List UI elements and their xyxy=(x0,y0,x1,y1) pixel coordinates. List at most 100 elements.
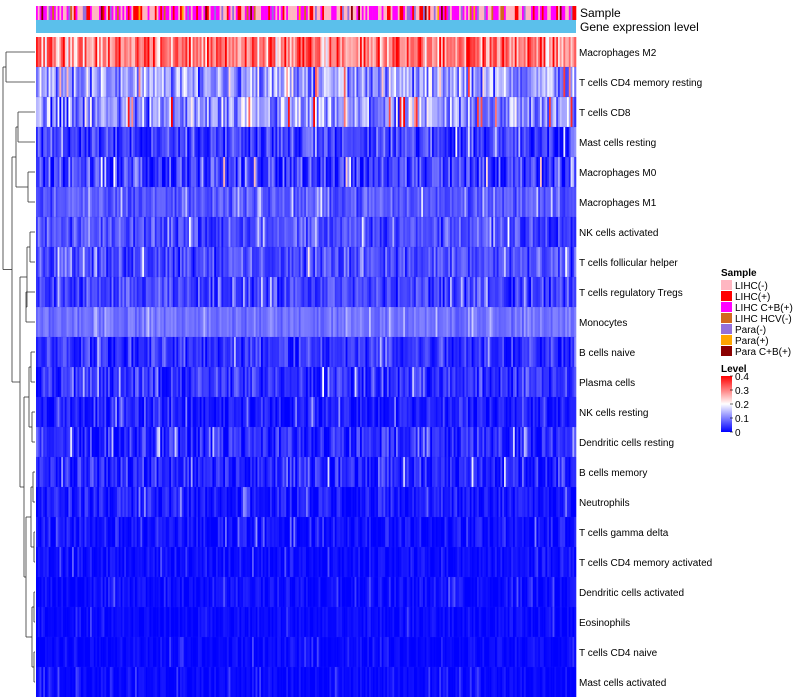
heatmap-cell xyxy=(408,67,411,97)
heatmap-cell xyxy=(88,337,91,367)
heatmap-cell xyxy=(549,37,552,67)
heatmap-cell xyxy=(549,127,552,157)
heatmap-cell xyxy=(144,157,147,187)
heatmap-cell xyxy=(36,217,39,247)
heatmap-cell xyxy=(273,337,276,367)
heatmap-cell xyxy=(495,187,498,217)
sample-cell xyxy=(511,6,514,20)
heatmap-cell xyxy=(46,457,49,487)
heatmap-cell xyxy=(126,217,129,247)
heatmap-cell xyxy=(61,337,64,367)
heatmap-cell xyxy=(538,97,541,127)
heatmap-cell xyxy=(81,37,84,67)
heatmap-cell xyxy=(396,67,399,97)
heatmap-cell xyxy=(196,457,199,487)
heatmap-cell xyxy=(428,247,431,277)
heatmap-cell xyxy=(469,307,472,337)
heatmap-cell xyxy=(190,337,193,367)
heatmap-cell xyxy=(178,427,181,457)
heatmap-cell xyxy=(277,367,280,397)
heatmap-cell xyxy=(545,67,548,97)
heatmap-cell xyxy=(297,157,300,187)
heatmap-cell xyxy=(450,277,453,307)
heatmap-cell xyxy=(261,457,264,487)
heatmap-cell xyxy=(349,187,352,217)
heatmap-cell xyxy=(401,247,404,277)
heatmap-cell xyxy=(205,127,208,157)
heatmap-cell xyxy=(208,37,211,67)
heatmap-cell xyxy=(221,307,224,337)
heatmap-cell xyxy=(450,307,453,337)
sample-cell xyxy=(230,6,233,20)
sample-cell xyxy=(536,6,539,20)
heatmap-cell xyxy=(129,307,132,337)
heatmap-cell xyxy=(216,67,219,97)
heatmap-cell xyxy=(133,37,136,67)
heatmap-cell xyxy=(203,127,206,157)
heatmap-cell xyxy=(374,37,377,67)
heatmap-cell xyxy=(210,187,213,217)
heatmap-cell xyxy=(478,277,481,307)
heatmap-cell xyxy=(333,307,336,337)
heatmap-cell xyxy=(104,217,107,247)
sample-cell xyxy=(343,6,346,20)
heatmap-cell xyxy=(217,97,220,127)
heatmap-cell xyxy=(237,397,240,427)
heatmap-cell xyxy=(232,487,235,517)
heatmap-cell xyxy=(93,487,96,517)
heatmap-cell xyxy=(304,187,307,217)
heatmap-cell xyxy=(462,217,465,247)
heatmap-cell xyxy=(324,457,327,487)
heatmap-cell xyxy=(126,127,129,157)
heatmap-cell xyxy=(367,157,370,187)
heatmap-cell xyxy=(315,37,318,67)
heatmap-cell xyxy=(136,67,139,97)
heatmap-cell xyxy=(37,247,40,277)
heatmap-cell xyxy=(54,277,57,307)
heatmap-cell xyxy=(198,487,201,517)
heatmap-cell xyxy=(405,247,408,277)
heatmap-cell xyxy=(388,277,391,307)
heatmap-cell xyxy=(403,277,406,307)
heatmap-cell xyxy=(185,127,188,157)
heatmap-cell xyxy=(217,157,220,187)
heatmap-cell xyxy=(495,127,498,157)
heatmap-cell xyxy=(453,67,456,97)
heatmap-cell xyxy=(547,337,550,367)
heatmap-cell xyxy=(70,127,73,157)
heatmap-cell xyxy=(567,457,570,487)
sample-cell xyxy=(126,6,129,20)
sample-cell xyxy=(457,6,460,20)
track-label-gene-expression: Gene expression level xyxy=(580,20,699,34)
heatmap-cell xyxy=(68,367,71,397)
heatmap-cell xyxy=(351,457,354,487)
heatmap-cell xyxy=(52,367,55,397)
heatmap-cell xyxy=(352,187,355,217)
heatmap-cell xyxy=(216,427,219,457)
heatmap-cell xyxy=(291,187,294,217)
heatmap-cell xyxy=(279,397,282,427)
heatmap-cell xyxy=(118,247,121,277)
heatmap-cell xyxy=(379,157,382,187)
heatmap-cell xyxy=(43,217,46,247)
heatmap-cell xyxy=(352,427,355,457)
heatmap-cell xyxy=(473,337,476,367)
heatmap-cell xyxy=(399,307,402,337)
heatmap-cell xyxy=(97,97,100,127)
heatmap-cell xyxy=(453,337,456,367)
heatmap-cell xyxy=(239,97,242,127)
heatmap-cell xyxy=(340,277,343,307)
heatmap-cell xyxy=(210,487,213,517)
heatmap-cell xyxy=(574,367,577,397)
heatmap-cell xyxy=(356,247,359,277)
heatmap-cell xyxy=(50,67,53,97)
heatmap-cell xyxy=(84,367,87,397)
heatmap-cell xyxy=(185,157,188,187)
heatmap-cell xyxy=(334,37,337,67)
heatmap-cell xyxy=(529,127,532,157)
heatmap-cell xyxy=(462,187,465,217)
heatmap-cell xyxy=(414,97,417,127)
heatmap-cell xyxy=(160,487,163,517)
heatmap-cell xyxy=(108,127,111,157)
heatmap-cell xyxy=(178,217,181,247)
